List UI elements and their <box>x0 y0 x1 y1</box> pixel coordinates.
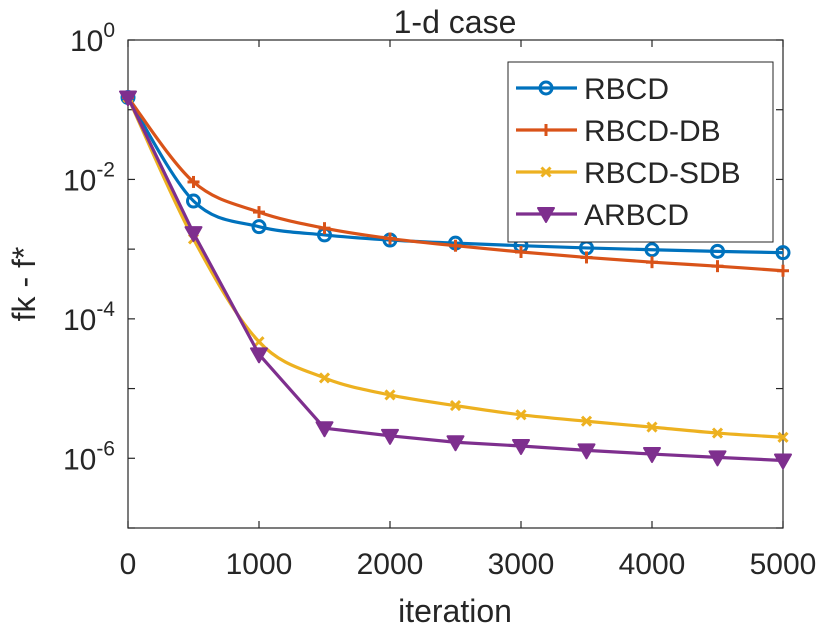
data-point-marker <box>711 427 724 439</box>
data-point-marker <box>315 421 334 438</box>
legend-label: ARBCD <box>584 199 689 232</box>
data-point-marker <box>449 400 462 412</box>
data-point-marker <box>119 90 137 107</box>
data-point-marker <box>446 435 465 452</box>
legend-label: RBCD-DB <box>584 115 721 148</box>
data-point-marker <box>774 453 792 470</box>
data-point-marker <box>710 243 725 259</box>
x-axis-title: iteration <box>398 593 512 629</box>
legend-item-rbcd: RBCD <box>516 73 669 106</box>
y-axis: 100 10-2 10-4 10-6 <box>63 19 783 529</box>
y-tick-label: 10-6 <box>63 437 115 476</box>
data-point-marker <box>708 450 727 467</box>
legend-item-rbcd-sdb: RBCD-SDB <box>516 157 741 190</box>
data-point-marker <box>515 245 527 258</box>
data-point-marker <box>250 347 268 364</box>
x-tick-label: 2000 <box>357 548 424 581</box>
x-axis: 0 1000 2000 3000 4000 5000 <box>120 40 817 581</box>
legend-item-rbcd-db: RBCD-DB <box>516 115 721 148</box>
data-point-marker <box>515 409 527 421</box>
legend-label: RBCD-SDB <box>584 157 741 190</box>
data-point-marker <box>540 124 552 136</box>
data-point-marker <box>643 447 661 464</box>
data-point-marker <box>186 193 201 209</box>
series-line <box>126 96 784 439</box>
data-point-marker <box>253 336 265 348</box>
y-tick-label: 10-2 <box>63 158 115 197</box>
data-point-marker <box>777 264 789 277</box>
data-point-marker <box>318 372 331 384</box>
data-point-marker <box>187 175 200 188</box>
data-point-marker <box>646 256 658 269</box>
data-point-marker <box>253 206 265 219</box>
data-point-marker <box>384 232 396 245</box>
series-line <box>126 96 784 255</box>
data-point-marker <box>711 260 724 273</box>
y-tick-label: 10-4 <box>63 298 115 337</box>
data-point-marker <box>537 207 555 223</box>
y-tick-label: 100 <box>70 19 115 58</box>
legend: RBCD RBCD-DB RBCD-SDB ARBCD <box>507 61 774 243</box>
data-point-marker <box>646 421 658 433</box>
data-point-marker <box>251 219 267 235</box>
legend-label: RBCD <box>584 73 669 106</box>
data-point-marker <box>580 251 593 264</box>
data-point-marker <box>381 428 399 445</box>
x-tick-label: 1000 <box>226 548 293 581</box>
data-point-marker <box>538 80 554 96</box>
data-point-marker <box>644 242 660 258</box>
data-point-marker <box>540 166 552 178</box>
data-point-marker <box>512 439 530 456</box>
series-layer <box>119 89 792 470</box>
data-point-marker <box>777 431 789 443</box>
x-tick-label: 5000 <box>750 548 817 581</box>
data-point-marker <box>775 245 791 261</box>
data-point-marker <box>577 443 596 460</box>
legend-item-arbcd: ARBCD <box>516 199 689 232</box>
data-point-marker <box>184 226 203 243</box>
series-arbcd <box>119 90 792 470</box>
x-tick-label: 4000 <box>619 548 686 581</box>
data-point-marker <box>449 239 462 252</box>
y-axis-title: fk - f* <box>6 247 42 322</box>
x-tick-label: 0 <box>120 548 137 581</box>
data-point-marker <box>580 415 593 427</box>
data-point-marker <box>318 222 331 235</box>
data-point-marker <box>384 389 396 401</box>
chart-title: 1-d case <box>394 4 517 40</box>
x-tick-label: 3000 <box>488 548 555 581</box>
